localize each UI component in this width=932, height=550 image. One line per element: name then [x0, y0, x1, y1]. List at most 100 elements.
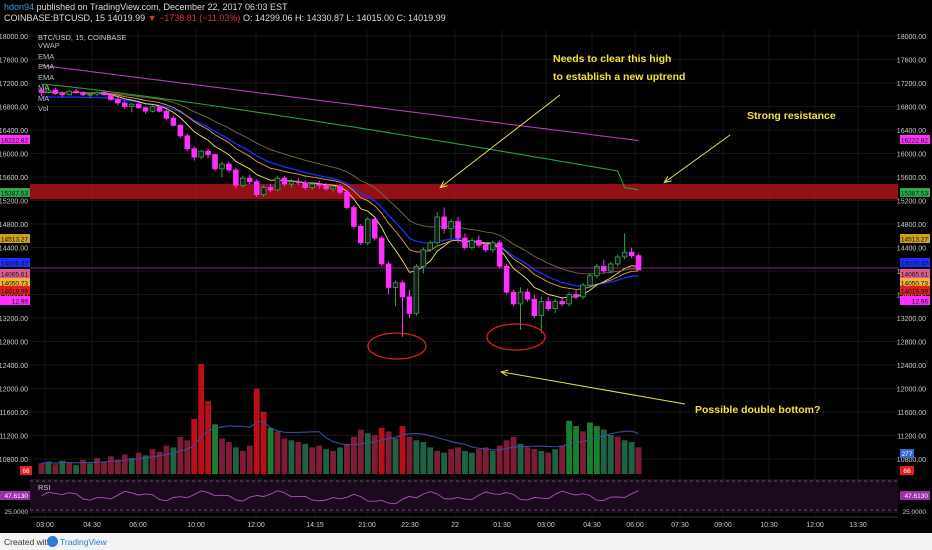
candle-body	[94, 92, 100, 95]
volume-bar	[350, 436, 357, 474]
candle-body	[635, 255, 642, 271]
x-axis: 03:00 04:30 06:00 10:00 12:00 14:15 21:00 22:30…	[30, 516, 898, 529]
rsi-value-tag	[900, 491, 930, 500]
candle-body	[385, 263, 392, 288]
annotations: Needs to clear this high to establish a n…	[367, 53, 836, 416]
volume-bar	[135, 452, 142, 474]
candle	[538, 296, 545, 334]
ma-mid-line	[41, 83, 639, 191]
volume-bar	[281, 438, 288, 474]
candle	[628, 247, 635, 259]
candle-body	[392, 282, 399, 288]
candle-body	[302, 182, 309, 188]
indicator-ema-2[interactable]: EMA	[38, 62, 55, 71]
y-tick-label-right: 12000.00	[897, 387, 926, 394]
arrow-to-resistance	[665, 134, 731, 182]
volume-bar	[385, 431, 392, 474]
volume-bar	[607, 434, 614, 474]
candle-body	[212, 154, 218, 170]
volume-bar	[357, 429, 364, 474]
indicator-ma-2[interactable]: MA	[38, 93, 50, 103]
left-price-tag	[0, 278, 30, 287]
candle-body	[580, 284, 586, 298]
rsi-background	[30, 479, 898, 513]
candle	[489, 240, 496, 253]
candle	[420, 247, 427, 274]
volume-bar	[45, 461, 52, 474]
left-price-tag-text: 14065.61	[1, 272, 28, 279]
x-tick-label: 13:30	[849, 522, 867, 529]
rsi-label: RSI	[38, 483, 51, 492]
candle	[587, 273, 593, 288]
volume-bar	[205, 401, 212, 474]
right-price-tag-text: 14076.47	[901, 261, 928, 268]
indicator-vol[interactable]: Vol	[38, 104, 49, 113]
y-tick-label-right: 16000.00	[897, 152, 926, 159]
candle	[517, 287, 524, 330]
y-tick-label-left: 10800.00	[0, 457, 28, 464]
left-price-tag-text: 14019.99	[1, 289, 28, 296]
indicator-vwap[interactable]: VWAP	[38, 41, 60, 50]
y-tick-label-right: 15600.00	[897, 175, 926, 182]
left-price-tag-text: 12.96	[12, 299, 29, 306]
volume-tag-text: 66	[903, 468, 911, 475]
volume-bar	[413, 440, 420, 474]
right-price-tag	[900, 234, 930, 243]
candle	[246, 174, 253, 185]
right-price-tag	[900, 269, 930, 278]
candle-body	[344, 191, 350, 208]
price-change: ▼ −1738.81 (−11.03%)	[147, 13, 241, 23]
candle-body	[101, 92, 107, 96]
volume-bar	[267, 427, 274, 474]
candle	[337, 184, 343, 195]
y-tick-label-right: 12800.00	[897, 340, 926, 347]
candle-body	[462, 237, 468, 248]
candle-body	[545, 301, 552, 309]
candle	[260, 185, 267, 197]
candle	[80, 91, 86, 96]
indicator-ema-3[interactable]: EMA	[38, 72, 55, 82]
published-text: published on TradingView.com, December 2…	[36, 2, 288, 12]
candle	[483, 242, 489, 253]
volume-bar	[253, 388, 260, 474]
candle	[163, 110, 170, 121]
candle-body	[371, 218, 378, 239]
candle-body	[489, 242, 496, 251]
candle	[434, 212, 440, 246]
tradingview-link[interactable]: TradingView	[60, 537, 107, 547]
volume-bar	[170, 447, 177, 474]
indicator-ema-1[interactable]: EMA	[38, 51, 55, 61]
candle	[142, 106, 149, 114]
volume-bar	[52, 464, 59, 474]
x-tick-label: 01:30	[493, 522, 511, 529]
arrow-to-high	[441, 94, 561, 187]
candle	[455, 216, 461, 243]
volume-bar	[246, 445, 253, 474]
indicator-ma-1[interactable]: MA	[38, 83, 50, 92]
candle-body	[594, 265, 600, 277]
y-tick-label-left: 17600.00	[0, 58, 28, 65]
candle	[351, 205, 357, 229]
volume-bar	[288, 440, 295, 474]
ohlc-values: O: 14299.06 H: 14330.87 L: 14015.00 C: 1…	[242, 13, 446, 23]
x-tick-label: 10:30	[760, 522, 778, 529]
candle-body	[531, 298, 538, 317]
candle-body	[240, 177, 246, 186]
left-price-tag	[0, 258, 30, 267]
volume-bar	[468, 452, 475, 474]
volume-bar	[295, 442, 302, 474]
right-price-tag	[900, 188, 930, 197]
candle	[108, 93, 114, 101]
right-price-tag-text: 14050.73	[901, 281, 928, 288]
annotation-resistance: Strong resistance	[747, 110, 836, 122]
candle-body	[149, 106, 156, 112]
candle	[399, 280, 406, 337]
volume-bar	[503, 440, 510, 474]
y-tick-label-right: 18000.00	[897, 34, 926, 41]
volume-bar	[232, 447, 239, 474]
x-tick-label: 09:00	[714, 522, 732, 529]
volume-bar	[330, 450, 336, 474]
candle	[45, 86, 52, 94]
author-link[interactable]: hdon94	[4, 2, 35, 12]
candle-body	[351, 207, 357, 227]
